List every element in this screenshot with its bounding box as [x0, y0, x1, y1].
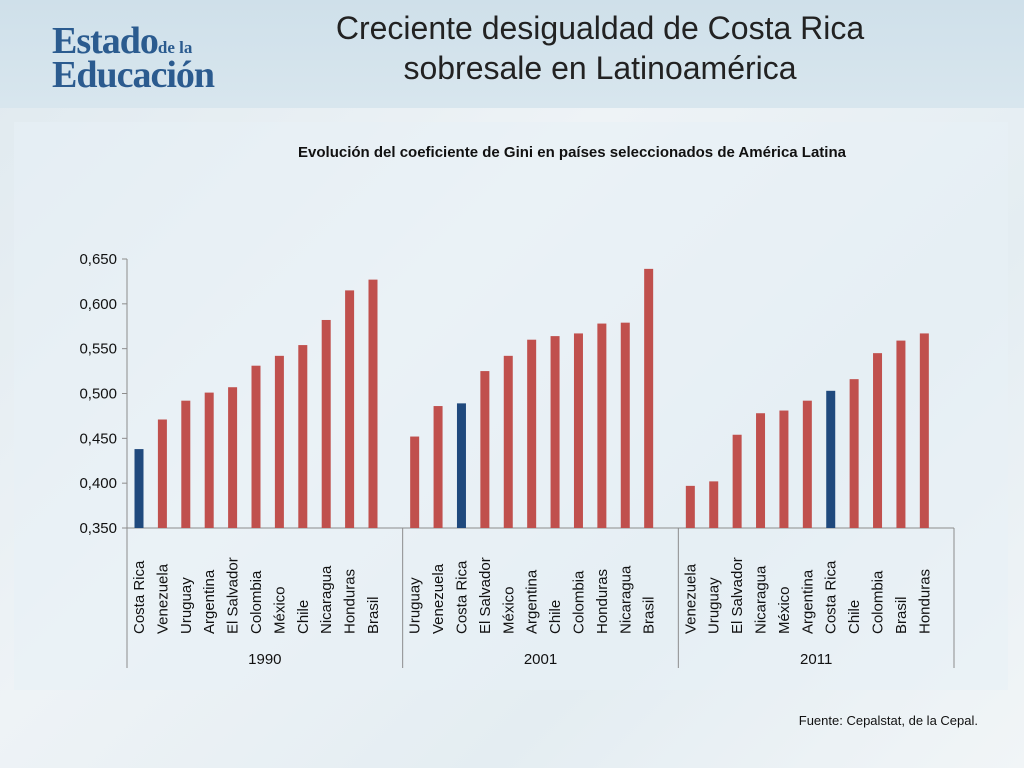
- bar: [527, 339, 537, 528]
- bar: [849, 379, 859, 528]
- x-category-label: Nicaragua: [318, 565, 335, 634]
- x-category-label: México: [776, 586, 793, 634]
- bar: [919, 333, 929, 528]
- x-category-label: El Salvador: [477, 557, 494, 634]
- bar: [503, 355, 513, 528]
- x-category-label: México: [271, 586, 288, 634]
- x-category-label: México: [500, 586, 517, 634]
- bar: [204, 392, 214, 528]
- bar: [251, 365, 261, 528]
- bar: [456, 403, 466, 528]
- x-category-label: Argentina: [201, 569, 218, 634]
- header-band: [0, 0, 1024, 108]
- bar: [134, 449, 144, 528]
- bar: [573, 333, 583, 528]
- x-category-label: Venezuela: [430, 563, 447, 634]
- x-category-label: Venezuela: [682, 563, 699, 634]
- logo-line2: Educación: [52, 54, 215, 96]
- bar: [732, 434, 742, 528]
- bar: [368, 279, 378, 528]
- bar: [298, 345, 308, 528]
- slide-title: Creciente desigualdad de Costa Rica sobr…: [300, 8, 900, 88]
- x-category-label: Colombia: [870, 570, 887, 634]
- x-category-label: Uruguay: [706, 577, 723, 634]
- x-category-label: El Salvador: [225, 557, 242, 634]
- x-category-label: Brasil: [365, 596, 382, 634]
- x-category-label: Uruguay: [178, 577, 195, 634]
- x-category-label: Uruguay: [407, 577, 424, 634]
- x-category-label: Costa Rica: [823, 560, 840, 634]
- bar: [410, 436, 420, 528]
- x-category-label: Brasil: [641, 596, 658, 634]
- x-group-label: 2011: [800, 651, 832, 668]
- y-tick-label: 0,350: [79, 520, 117, 537]
- bar: [228, 387, 238, 528]
- slide-title-line1: Creciente desigualdad de Costa Rica: [335, 10, 865, 46]
- x-category-label: Colombia: [570, 570, 587, 634]
- x-group-label: 1990: [248, 651, 281, 668]
- bar: [433, 406, 443, 528]
- x-category-label: Colombia: [248, 570, 265, 634]
- x-group-label: 2001: [524, 651, 557, 668]
- x-category-label: Chile: [547, 600, 564, 634]
- estado-de-la-educacion-logo: Estadode la Educación: [52, 20, 215, 96]
- y-tick-label: 0,400: [79, 475, 117, 492]
- x-category-label: Argentina: [799, 569, 816, 634]
- bar: [620, 322, 630, 528]
- x-category-label: Nicaragua: [753, 565, 770, 634]
- y-tick-label: 0,550: [79, 341, 117, 358]
- y-tick-label: 0,450: [79, 430, 117, 447]
- bar: [873, 353, 883, 528]
- bar: [345, 290, 355, 528]
- slide-title-line2: sobresale en Latinoamérica: [403, 50, 797, 86]
- bar: [480, 371, 490, 528]
- logo-line1: Estado: [52, 20, 159, 62]
- x-category-label: Chile: [295, 600, 312, 634]
- bar: [321, 319, 331, 528]
- bar: [802, 400, 812, 528]
- y-tick-label: 0,600: [79, 296, 117, 313]
- chart-title: Evolución del coeficiente de Gini en paí…: [298, 144, 846, 161]
- x-category-label: Argentina: [524, 569, 541, 634]
- bar: [685, 485, 695, 528]
- x-category-label: Brasil: [893, 596, 910, 634]
- x-category-label: Costa Rica: [131, 560, 148, 634]
- bar: [157, 419, 167, 528]
- bar: [709, 481, 719, 528]
- y-tick-label: 0,650: [79, 251, 117, 268]
- x-category-label: Venezuela: [154, 563, 171, 634]
- bar: [550, 336, 560, 528]
- logo-small-text: de la: [157, 38, 193, 57]
- source-note: Fuente: Cepalstat, de la Cepal.: [798, 713, 978, 728]
- bar: [826, 390, 836, 528]
- bar: [896, 340, 906, 528]
- bar: [644, 268, 654, 528]
- x-category-label: El Salvador: [729, 557, 746, 634]
- x-category-label: Costa Rica: [453, 560, 470, 634]
- bar: [779, 410, 789, 528]
- bar: [274, 355, 284, 528]
- bar: [756, 413, 766, 528]
- x-category-label: Honduras: [916, 569, 933, 634]
- x-category-label: Honduras: [342, 569, 359, 634]
- bar: [181, 400, 191, 528]
- y-tick-label: 0,500: [79, 386, 117, 403]
- x-category-label: Nicaragua: [617, 565, 634, 634]
- bar: [597, 323, 607, 528]
- x-category-label: Honduras: [594, 569, 611, 634]
- x-category-label: Chile: [846, 600, 863, 634]
